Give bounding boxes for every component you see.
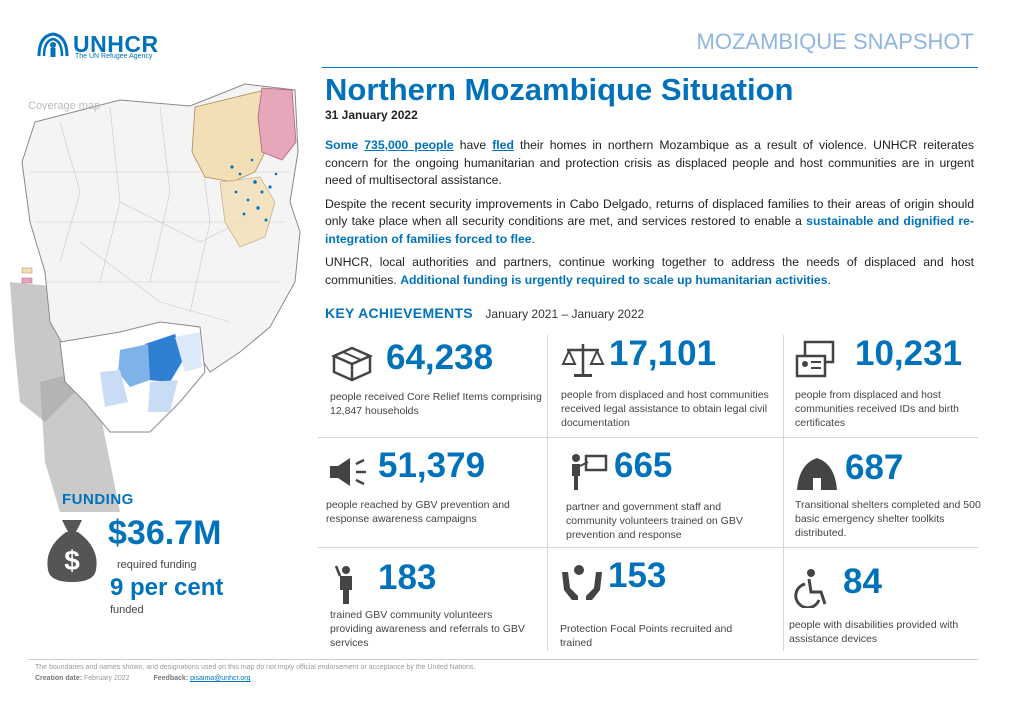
funding-amount: $36.7M bbox=[108, 514, 222, 552]
volunteer-icon bbox=[334, 565, 352, 604]
niassa-dark-area bbox=[145, 334, 185, 382]
footer-divider bbox=[28, 659, 978, 660]
megaphone-icon bbox=[330, 458, 366, 486]
creation-info: Creation date: February 2022 Feedback: p… bbox=[35, 675, 251, 682]
key-achievements-header: KEY ACHIEVEMENTS January 2021 – January … bbox=[325, 305, 644, 323]
unhcr-logo: UNHCR The UN Refugee Agency bbox=[35, 30, 165, 62]
achievement-value: 687 bbox=[845, 448, 904, 487]
scales-icon bbox=[561, 344, 605, 377]
boxes-icon bbox=[330, 346, 374, 382]
legend-swatch-1 bbox=[21, 267, 33, 274]
displaced-count-link[interactable]: 735,000 people bbox=[364, 138, 454, 152]
niassa-light-area-2 bbox=[148, 380, 178, 412]
achievement-value: 665 bbox=[614, 446, 673, 485]
wheelchair-icon bbox=[794, 569, 827, 608]
unhcr-emblem-icon bbox=[37, 32, 69, 57]
niassa-mid-area bbox=[118, 344, 150, 387]
achievement-value: 153 bbox=[608, 556, 667, 595]
logo-tagline: The UN Refugee Agency bbox=[75, 53, 153, 60]
achievement-value: 10,231 bbox=[855, 334, 963, 373]
niassa-light-area-1 bbox=[100, 370, 128, 407]
achievement-value: 17,101 bbox=[609, 334, 717, 373]
logo-name: UNHCR bbox=[73, 31, 159, 57]
fled-link[interactable]: fled bbox=[492, 138, 514, 152]
funding-percent: 9 per cent bbox=[110, 574, 224, 601]
intro-paragraph-3: UNHCR, local authorities and partners, c… bbox=[325, 255, 974, 287]
grid-divider-4 bbox=[783, 335, 784, 651]
achievement-value: 84 bbox=[843, 562, 882, 601]
achievement-desc: people from displaced and host communiti… bbox=[561, 389, 769, 429]
map-label: Coverage map bbox=[28, 100, 101, 112]
intro-paragraph-2: Despite the recent security improvements… bbox=[325, 196, 975, 246]
key-achievements-title: KEY ACHIEVEMENTS bbox=[325, 305, 473, 321]
intro-paragraph-1: Some 735,000 people have fled their home… bbox=[325, 138, 975, 187]
map-disclaimer: The boundaries and names shown, and desi… bbox=[35, 664, 476, 671]
shelter-icon bbox=[797, 458, 837, 490]
header-divider bbox=[322, 67, 978, 68]
creation-date-value: February 2022 bbox=[84, 675, 130, 682]
achievement-desc: Transitional shelters completed and 500 … bbox=[795, 499, 981, 539]
id-card-icon bbox=[795, 340, 835, 378]
achievement-desc: people with disabilities provided with a… bbox=[789, 619, 959, 645]
coastal-district-region bbox=[257, 87, 297, 161]
feedback-label: Feedback: bbox=[153, 675, 189, 682]
feedback-email-link[interactable]: pisaima@unhcr.org bbox=[190, 675, 251, 682]
achievement-desc: people reached by GBV prevention and res… bbox=[326, 499, 510, 525]
grid-divider-3 bbox=[547, 335, 548, 651]
legend-swatch-2 bbox=[21, 277, 33, 284]
svg-text:$: $ bbox=[64, 545, 80, 576]
achievement-desc: Protection Focal Points recruited and tr… bbox=[560, 623, 733, 649]
key-achievements-range: January 2021 – January 2022 bbox=[485, 307, 645, 321]
grid-divider-1 bbox=[318, 437, 978, 438]
achievement-desc: people received Core Relief Items compri… bbox=[330, 391, 542, 417]
coverage-map bbox=[0, 82, 310, 512]
page-title: Northern Mozambique Situation bbox=[325, 72, 794, 107]
achievement-value: 183 bbox=[378, 558, 437, 597]
lower-sea bbox=[40, 372, 120, 512]
niassa-light-area-3 bbox=[175, 332, 202, 372]
achievement-desc: partner and government staff and communi… bbox=[566, 501, 743, 541]
funding-required-label: required funding bbox=[117, 559, 197, 571]
achievement-value: 64,238 bbox=[386, 338, 494, 377]
grid-divider-2 bbox=[318, 547, 978, 548]
achievement-desc: trained GBV community volunteers providi… bbox=[330, 609, 525, 649]
trainer-icon bbox=[572, 454, 608, 490]
report-date: 31 January 2022 bbox=[325, 108, 418, 122]
funding-funded-label: funded bbox=[110, 604, 144, 616]
displacement-dots bbox=[230, 158, 278, 222]
intro-text: Some 735,000 people have fled their home… bbox=[325, 137, 974, 295]
protection-hands-icon bbox=[562, 565, 602, 600]
nampula-region bbox=[219, 176, 276, 248]
snapshot-label: MOZAMBIQUE SNAPSHOT bbox=[696, 29, 974, 54]
funding-label: FUNDING bbox=[62, 491, 134, 508]
achievement-desc: people from displaced and host communiti… bbox=[795, 389, 959, 429]
creation-date-label: Creation date: bbox=[35, 675, 83, 682]
achievement-value: 51,379 bbox=[378, 446, 486, 485]
money-bag-icon: $ bbox=[47, 520, 97, 582]
